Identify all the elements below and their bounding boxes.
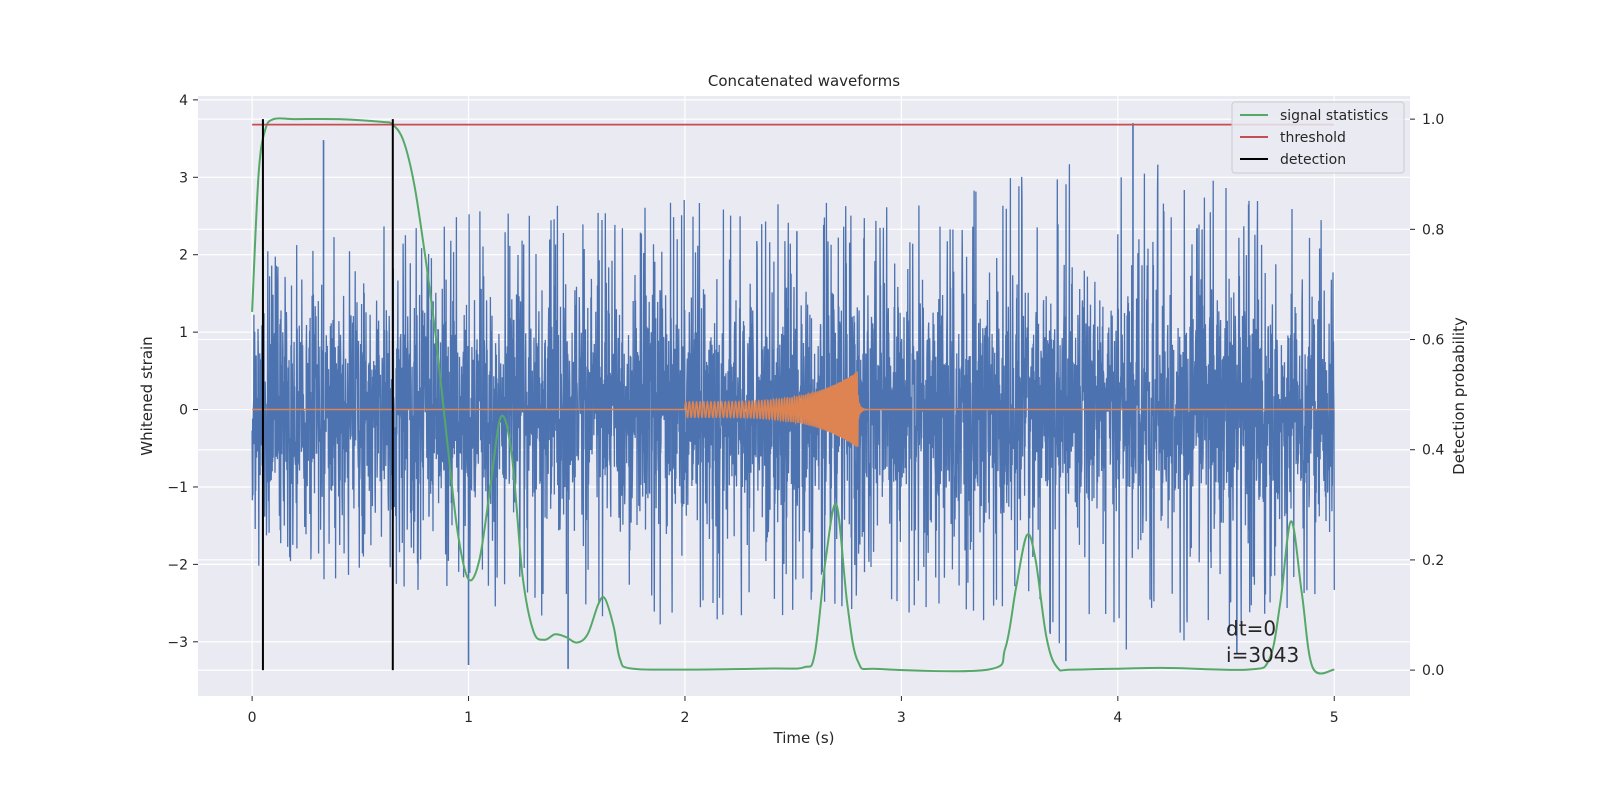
chart-title: Concatenated waveforms [708, 72, 900, 90]
legend-box [1231, 101, 1405, 174]
series-layer [251, 117, 1335, 675]
signal-statistics-line [251, 117, 1335, 675]
legend-label: signal statistics [1280, 108, 1388, 124]
y-tick-label-right: 0.2 [1422, 553, 1444, 569]
right-axis-ticks: 0.0 0.2 0.4 0.6 0.8 1.0 [1410, 112, 1444, 679]
y-tick-label-left: 3 [179, 170, 188, 186]
y-tick-label-right: 0.4 [1422, 443, 1444, 459]
plot-area [251, 117, 1335, 675]
x-tick-label: 3 [897, 710, 906, 726]
y-tick-label-right: 0.8 [1422, 222, 1444, 238]
y-tick-label-left: −2 [167, 557, 188, 573]
x-tick-label: 1 [464, 710, 473, 726]
y-tick-label-left: 4 [179, 93, 188, 109]
x-tick-label: 0 [248, 710, 257, 726]
legend: signal statistics threshold detection [1231, 101, 1405, 174]
annotation-text: i=3043 [1226, 643, 1299, 667]
legend-label: threshold [1280, 130, 1346, 146]
y-tick-label-left: −1 [167, 480, 188, 496]
x-tick-label: 4 [1113, 710, 1122, 726]
x-tick-label: 2 [681, 710, 690, 726]
y-axis-label-right: Detection probability [1450, 317, 1468, 475]
x-axis-ticks: 0 1 2 3 4 5 [248, 696, 1339, 726]
injected-waveform-line [252, 371, 1335, 447]
y-tick-label-right: 0.6 [1422, 333, 1444, 349]
y-tick-label-left: 1 [179, 325, 188, 341]
annotation-text: dt=0 [1226, 617, 1276, 641]
annotations: dt=0i=3043 [1226, 617, 1299, 667]
y-tick-label-left: 2 [179, 248, 188, 264]
strain-series-line [251, 164, 1335, 650]
y-tick-label-left: −3 [167, 635, 188, 651]
y-tick-label-left: 0 [179, 403, 188, 419]
y-tick-label-right: 0.0 [1422, 663, 1444, 679]
legend-label: detection [1280, 152, 1346, 168]
left-axis-ticks: −3 −2 −1 0 1 2 3 4 [167, 93, 198, 651]
x-axis-label: Time (s) [773, 729, 835, 747]
y-tick-label-right: 1.0 [1422, 112, 1444, 128]
y-axis-label-left: Whitened strain [138, 336, 156, 455]
x-tick-label: 5 [1330, 710, 1339, 726]
